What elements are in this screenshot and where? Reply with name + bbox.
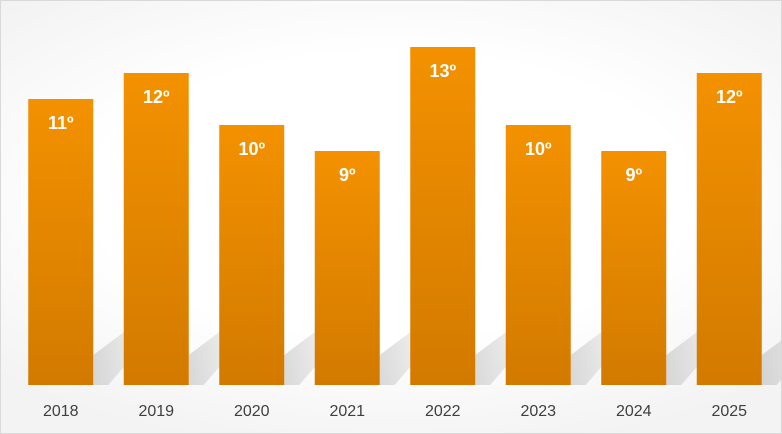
- data-label-2023: 10º: [525, 139, 552, 159]
- x-tick-label-2023: 2023: [520, 403, 556, 420]
- data-label-2022: 13º: [429, 61, 456, 81]
- data-label-2025: 12º: [716, 87, 743, 107]
- bar-2023: [505, 125, 571, 385]
- data-label-2020: 10º: [238, 139, 265, 159]
- bar-2025: [696, 73, 762, 385]
- x-tick-label-2018: 2018: [43, 403, 79, 420]
- x-tick-label-2022: 2022: [425, 403, 461, 420]
- bar-2022: [410, 47, 476, 385]
- data-label-2019: 12º: [143, 87, 170, 107]
- x-tick-label-2025: 2025: [711, 403, 747, 420]
- bar-2020: [219, 125, 285, 385]
- data-labels: 11º 12º 10º 9º 13º 10º 9º 12º: [48, 61, 743, 185]
- bar-2024: [601, 151, 667, 385]
- x-tick-label-2019: 2019: [138, 403, 174, 420]
- x-tick-label-2021: 2021: [329, 403, 365, 420]
- data-label-2021: 9º: [339, 165, 356, 185]
- bar-shadow-2025: [761, 340, 781, 385]
- bars: [28, 47, 762, 385]
- x-tick-label-2020: 2020: [234, 403, 270, 420]
- data-label-2018: 11º: [48, 113, 74, 133]
- x-axis-tick-labels: 2018 2019 2020 2021 2022 2023 2024 2025: [43, 403, 747, 420]
- bar-2019: [123, 73, 189, 385]
- data-label-2024: 9º: [625, 165, 642, 185]
- bar-2018: [28, 99, 94, 385]
- x-tick-label-2024: 2024: [616, 403, 652, 420]
- bar-2021: [314, 151, 380, 385]
